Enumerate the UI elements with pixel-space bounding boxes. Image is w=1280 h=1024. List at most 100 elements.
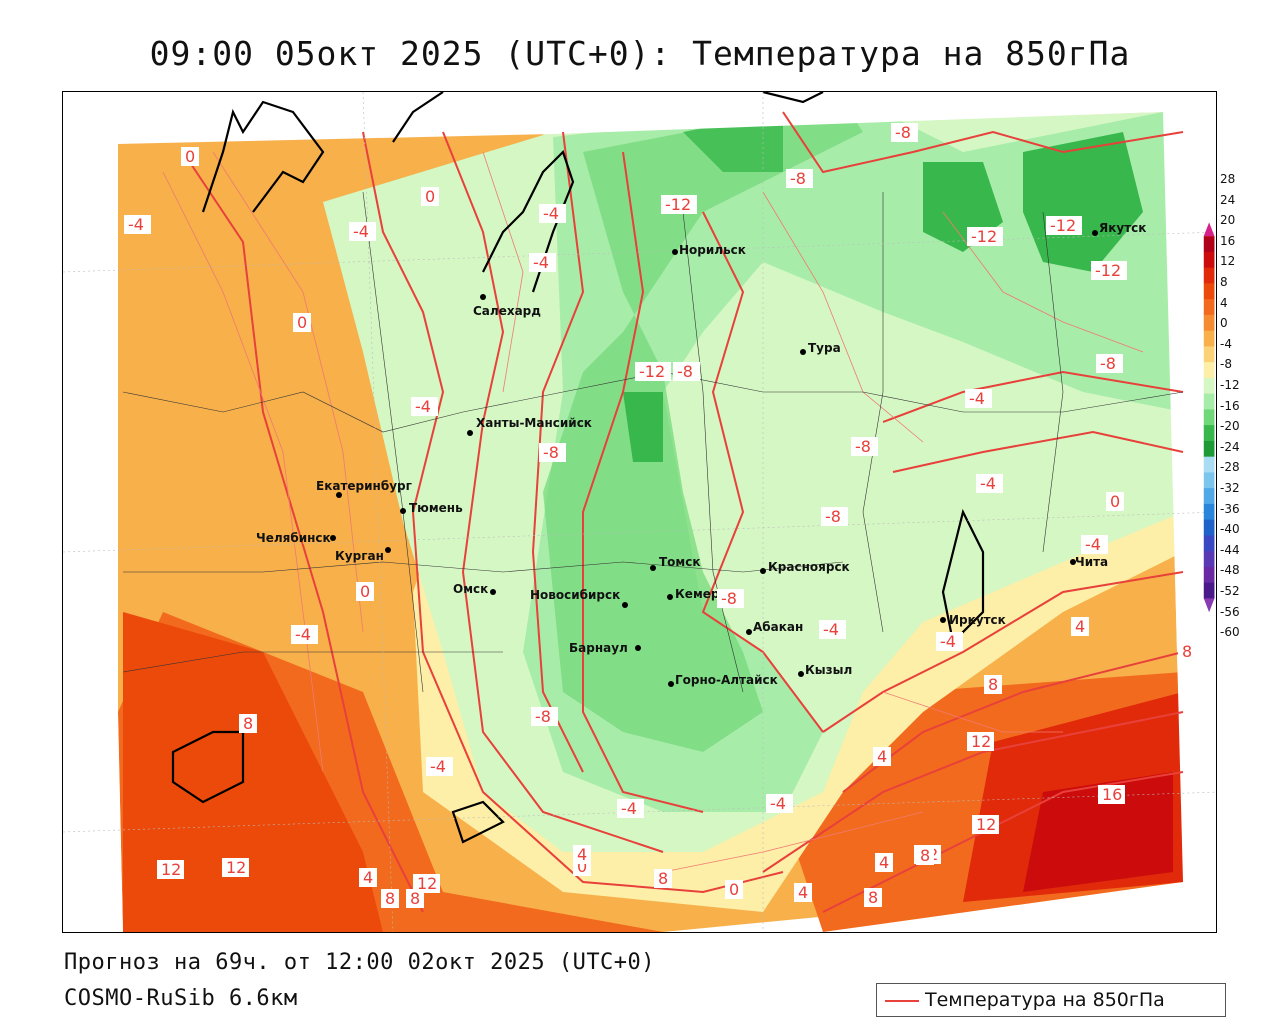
colorbar-tick-label: 12 (1220, 254, 1236, 269)
colorbar-bottom-arrow (1203, 598, 1215, 613)
isotherm-label-bg (972, 815, 999, 834)
isotherm-label-bg (1096, 354, 1123, 373)
map-title: 09:00 05окт 2025 (UTC+0): Температура на… (149, 34, 1131, 73)
isotherm-label-bg (539, 443, 566, 462)
colorbar-tick-label: 8 (1220, 275, 1228, 289)
colorbar-swatch (1203, 519, 1215, 536)
isotherm-label-bg (875, 853, 893, 872)
city-irkutsk: Иркутск (949, 613, 1006, 627)
isotherm-label-bg (766, 794, 793, 813)
map-area[interactable]: Салехард Норильск Якутск Тура Ханты-Манс… (62, 91, 1217, 933)
isotherm-label: 8 (385, 889, 395, 908)
isotherm-label-bg (573, 845, 591, 864)
colorbar-tick-label: -60 (1220, 625, 1240, 640)
city-tura: Тура (808, 341, 841, 355)
colorbar-tick-label: -52 (1220, 584, 1240, 598)
legend-label: Температура на 850гПа (925, 989, 1165, 1011)
city-salekhard: Салехард (473, 304, 541, 318)
isotherm-label: -8 (790, 169, 806, 188)
colorbar-tick-label: -40 (1220, 522, 1240, 537)
isotherm-label: 8 (868, 888, 878, 907)
isotherm-label: -4 (823, 620, 839, 639)
isotherm-label: -4 (353, 222, 369, 241)
colorbar-swatch (1203, 236, 1215, 253)
city-omsk: Омск (453, 582, 488, 596)
isotherm-label: 8 (988, 675, 998, 694)
colorbar-swatch (1203, 566, 1215, 584)
isotherm-label: -4 (128, 215, 144, 234)
colorbar-swatch (1203, 377, 1215, 395)
colorbar-tick-label: 20 (1220, 213, 1236, 228)
isotherm-label: 8 (410, 889, 420, 908)
isotherm-label: 12 (976, 815, 996, 834)
isotherm-label-bg (531, 707, 558, 726)
isotherm-label: -4 (1085, 535, 1101, 554)
isotherm-label: 0 (577, 857, 587, 876)
isotherm-label: 4 (879, 853, 889, 872)
isotherm-label: 4 (577, 845, 587, 864)
colorbar-tick-label: 28 (1220, 172, 1236, 186)
city-krasnoyarsk: Красноярск (768, 560, 850, 574)
colorbar-swatch (1203, 440, 1215, 458)
colorbar-tick-label: 4 (1220, 295, 1228, 310)
isotherm-label-bg (381, 889, 399, 908)
isotherm-label: -12 (639, 362, 665, 381)
isotherm-label: -4 (430, 757, 446, 776)
isotherm-label-bg (359, 868, 377, 887)
isotherm-label-bg (222, 858, 249, 877)
isotherm-label-bg (124, 215, 151, 234)
isotherm-label-bg (725, 880, 743, 899)
isotherm-label-bg (916, 846, 934, 865)
temperature-map: Салехард Норильск Якутск Тура Ханты-Манс… (63, 92, 1216, 932)
isotherm-label: -8 (543, 443, 559, 462)
isotherm-label: -8 (535, 707, 551, 726)
colorbar-swatch (1203, 299, 1215, 316)
city-markers: Салехард Норильск Якутск Тура Ханты-Манс… (256, 221, 1146, 687)
colorbar-swatch (1203, 267, 1215, 284)
isotherm-label-bg (635, 362, 671, 381)
city-chita: Чита (1075, 555, 1108, 569)
colorbar-swatch (1203, 314, 1215, 332)
colorbar-tick-label: -44 (1220, 542, 1240, 557)
isotherm-label: 4 (877, 747, 887, 766)
isotherm-label-bg (873, 747, 891, 766)
legend-line-swatch (885, 1000, 919, 1002)
isotherm-label: 16 (1102, 785, 1122, 804)
isotherm-label-bg (1098, 785, 1125, 804)
isotherm-label: 0 (297, 313, 307, 332)
isotherm-label-bg (1081, 535, 1108, 554)
isotherm-label: -12 (971, 227, 997, 246)
isotherm-label: -4 (533, 253, 549, 272)
isotherm-label-bg (539, 204, 566, 223)
colorbar-swatch (1203, 362, 1215, 379)
isotherm-label: 0 (1110, 492, 1120, 511)
colorbar-swatch (1203, 582, 1215, 599)
city-barnaul: Барнаул (569, 641, 628, 655)
colorbar-tick-label: -32 (1220, 481, 1240, 495)
forecast-info: Прогноз на 69ч. от 12:00 02окт 2025 (UTC… (64, 950, 656, 975)
colorbar-tick-label: -36 (1220, 501, 1240, 516)
isotherm-label: -8 (895, 123, 911, 142)
isotherm-label-bg (293, 313, 311, 332)
city-ekaterinburg: Екатеринбург (316, 479, 412, 493)
colorbar-swatch (1203, 535, 1215, 552)
isotherm-label-bg (421, 187, 439, 206)
isotherm-label: 4 (798, 883, 808, 902)
isotherm-label-bg (936, 632, 963, 651)
isotherm-label: 0 (729, 880, 739, 899)
colorbar-swatch (1203, 409, 1215, 426)
isotherm-label-bg (984, 675, 1002, 694)
isotherm-label-bg (406, 889, 424, 908)
isotherm-label: -4 (940, 632, 956, 651)
isotherm-label: -8 (825, 507, 841, 526)
isotherm-label-bg (965, 389, 992, 408)
isotherm-label: -4 (980, 474, 996, 493)
city-chelyabinsk: Челябинск (256, 531, 331, 545)
isotherm-label-bg (821, 507, 848, 526)
isotherm-label-bg (819, 620, 846, 639)
colorbar-tick-label: 16 (1220, 233, 1236, 248)
isotherm-label: 12 (161, 860, 181, 879)
colorbar-tick-label: -56 (1220, 604, 1240, 619)
isotherm-label-bg (786, 169, 813, 188)
colorbar-tick-label: -24 (1220, 439, 1240, 454)
